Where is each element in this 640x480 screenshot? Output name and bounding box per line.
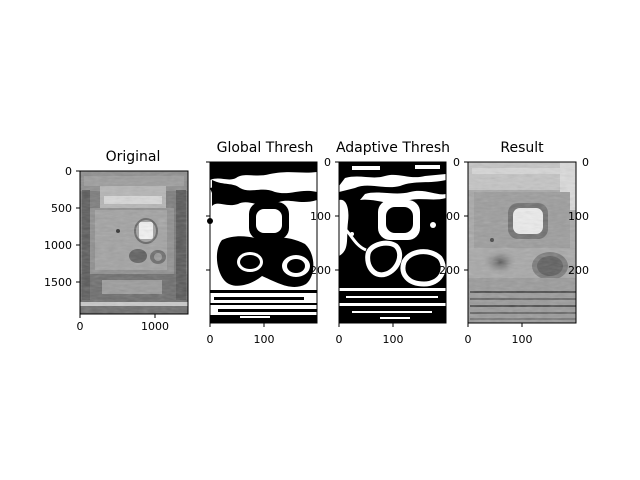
panel-title-global-thresh: Global Thresh [217,140,314,156]
ytick-label: 100 [439,210,460,223]
xtick-label: 0 [77,320,84,333]
image-adaptive-thresh [339,162,446,323]
yaxis-original: 0 500 1000 1500 [44,165,80,289]
ytick-label: 200 [439,264,460,277]
panel-title-adaptive-thresh: Adaptive Thresh [336,140,450,156]
ytick-label: 1000 [44,239,72,252]
xtick-label: 100 [254,333,275,346]
xtick-label: 100 [512,333,533,346]
image-result [468,162,576,323]
ytick-label: 100 [568,210,589,223]
ytick-label: 0 [324,156,331,169]
ytick-label: 200 [568,264,589,277]
ytick-label: 0 [582,156,589,169]
panel-title-original: Original [106,149,161,165]
xtick-label: 0 [465,333,472,346]
image-global-thresh [207,162,317,323]
yaxis-result-right-labels: 0 100 200 [568,156,589,277]
panel-global-thresh: Global Thresh [206,140,318,346]
ytick-label: 100 [310,210,331,223]
panel-title-result: Result [500,140,544,156]
panel-original: Original 0 [44,149,189,333]
xaxis-adaptive-thresh: 0 100 [336,323,404,346]
ytick-label: 0 [453,156,460,169]
axes-frame-original [79,170,189,315]
xtick-label: 0 [207,333,214,346]
yaxis-global-thresh [206,161,210,271]
image-original [80,171,188,314]
yaxis-result: 0 100 200 [439,156,468,277]
panel-adaptive-thresh: Adaptive Thresh [310,140,450,346]
yaxis-adaptive-thresh: 0 100 200 [310,156,339,277]
xtick-label: 100 [383,333,404,346]
xtick-label: 1000 [141,320,169,333]
xaxis-result: 0 100 [465,323,533,346]
ytick-label: 500 [51,202,72,215]
panel-result: Result 0 100 [439,140,589,346]
xtick-label: 0 [336,333,343,346]
ytick-label: 200 [310,264,331,277]
ytick-label: 1500 [44,276,72,289]
xaxis-global-thresh: 0 100 [207,323,275,346]
xaxis-original: 0 1000 [77,314,169,333]
ytick-label: 0 [65,165,72,178]
